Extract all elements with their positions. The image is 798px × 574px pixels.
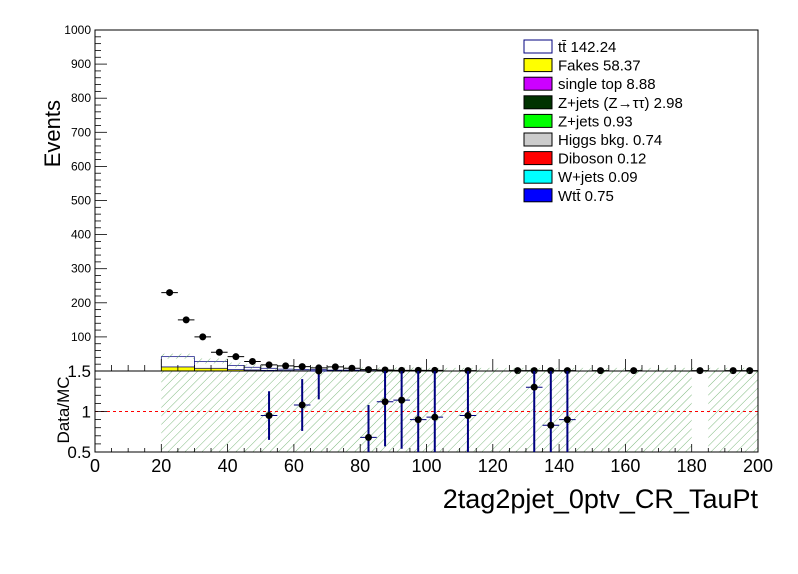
data-point [265,361,273,369]
ratio-uncertainty-band [161,371,758,452]
x-tick-label: 20 [151,456,171,476]
mc-uncertainty-hatch [161,353,195,359]
main-y-tick-label: 400 [71,228,91,242]
x-tick-label: 160 [610,456,640,476]
x-tick-label: 140 [544,456,574,476]
legend-swatch [523,132,553,147]
ratio-point [381,398,389,406]
ratio-point [398,396,406,404]
legend-label: Fakes 58.37 [558,58,641,75]
main-y-tick-label: 500 [71,194,91,208]
main-x-ticks [94,359,759,371]
data-point [282,362,290,370]
data-point [166,289,174,297]
legend-swatch [523,169,553,184]
x-tick-label: 120 [478,456,508,476]
x-tick-label: 100 [411,456,441,476]
data-point [215,348,223,356]
main-y-tick-label: 800 [71,91,91,105]
mc-uncertainty-hatch [194,358,228,364]
main-y-axis: 100 200 300 400 500 600 700 800 900 1000 [64,23,107,372]
main-y-tick-label: 200 [71,296,91,310]
x-tick-label: 40 [218,456,238,476]
legend-swatch [523,188,553,203]
x-tick-label: 0 [90,456,100,476]
ratio-point [431,413,439,421]
main-y-tick-label: 300 [71,262,91,276]
legend-swatch [523,76,553,91]
ratio-y-tick-label: 1 [82,403,91,422]
data-point [298,363,306,371]
ratio-point [530,383,538,391]
ratio-point [414,416,422,424]
x-tick-label: 200 [743,456,773,476]
ratio-point [563,416,571,424]
ratio-panel: 0.5 1 1.5 0 20 40 60 80 100 120 140 160 180 200 Data… [54,362,773,514]
ratio-point [298,401,306,409]
main-y-tick-label: 600 [71,159,91,173]
x-tick-label: 180 [677,456,707,476]
data-point [248,357,256,365]
ratio-y-tick-label: 1.5 [67,362,91,381]
ratio-y-axis: 0.5 1 1.5 [67,362,107,462]
ratio-y-tick-label: 0.5 [67,443,91,462]
ratio-point [315,367,323,375]
ratio-point [464,412,472,420]
mc-uncertainty-hatch [227,362,245,368]
legend-label: tt̄ 142.24 [558,39,616,56]
ratio-y-axis-label: Data/MC [54,376,73,443]
legend-swatch [523,151,553,166]
legend-label: Diboson 0.12 [558,151,646,168]
ratio-points [260,367,576,452]
x-axis-label: 2tag2pjet_0ptv_CR_TauPt [443,484,759,514]
main-panel: 100 200 300 400 500 600 700 800 900 1000 Events t… [40,23,759,375]
x-tick-label: 60 [284,456,304,476]
legend-label: single top 8.88 [558,76,656,93]
main-y-tick-label: 1000 [64,23,91,37]
legend-label: W+jets 0.09 [558,169,638,186]
data-point [199,333,207,341]
data-point [331,363,339,371]
main-y-axis-label: Events [40,100,65,167]
main-y-tick-label: 100 [71,330,91,344]
legend-label: Z+jets (Z→ττ) 2.98 [558,95,683,112]
ratio-point [364,433,372,441]
legend-label: Higgs bkg. 0.74 [558,132,662,149]
data-point [348,364,356,372]
legend-label: Wtt̄ 0.75 [558,188,614,205]
data-point [232,353,240,361]
ratio-x-axis: 0 20 40 60 80 100 120 140 160 180 200 [90,444,773,476]
legend-swatch [523,113,553,128]
ratio-point [547,421,555,429]
legend-label: Z+jets 0.93 [558,113,633,130]
data-point [182,316,190,324]
main-y-tick-label: 700 [71,125,91,139]
mc-uncertainty-hatch [244,364,261,370]
legend-swatch [523,39,553,54]
x-tick-label: 80 [350,456,370,476]
main-y-tick-label: 900 [71,57,91,71]
ratio-point [265,412,273,420]
legend-swatch [523,58,553,73]
legend-swatch [523,95,553,110]
data-points [161,289,758,375]
